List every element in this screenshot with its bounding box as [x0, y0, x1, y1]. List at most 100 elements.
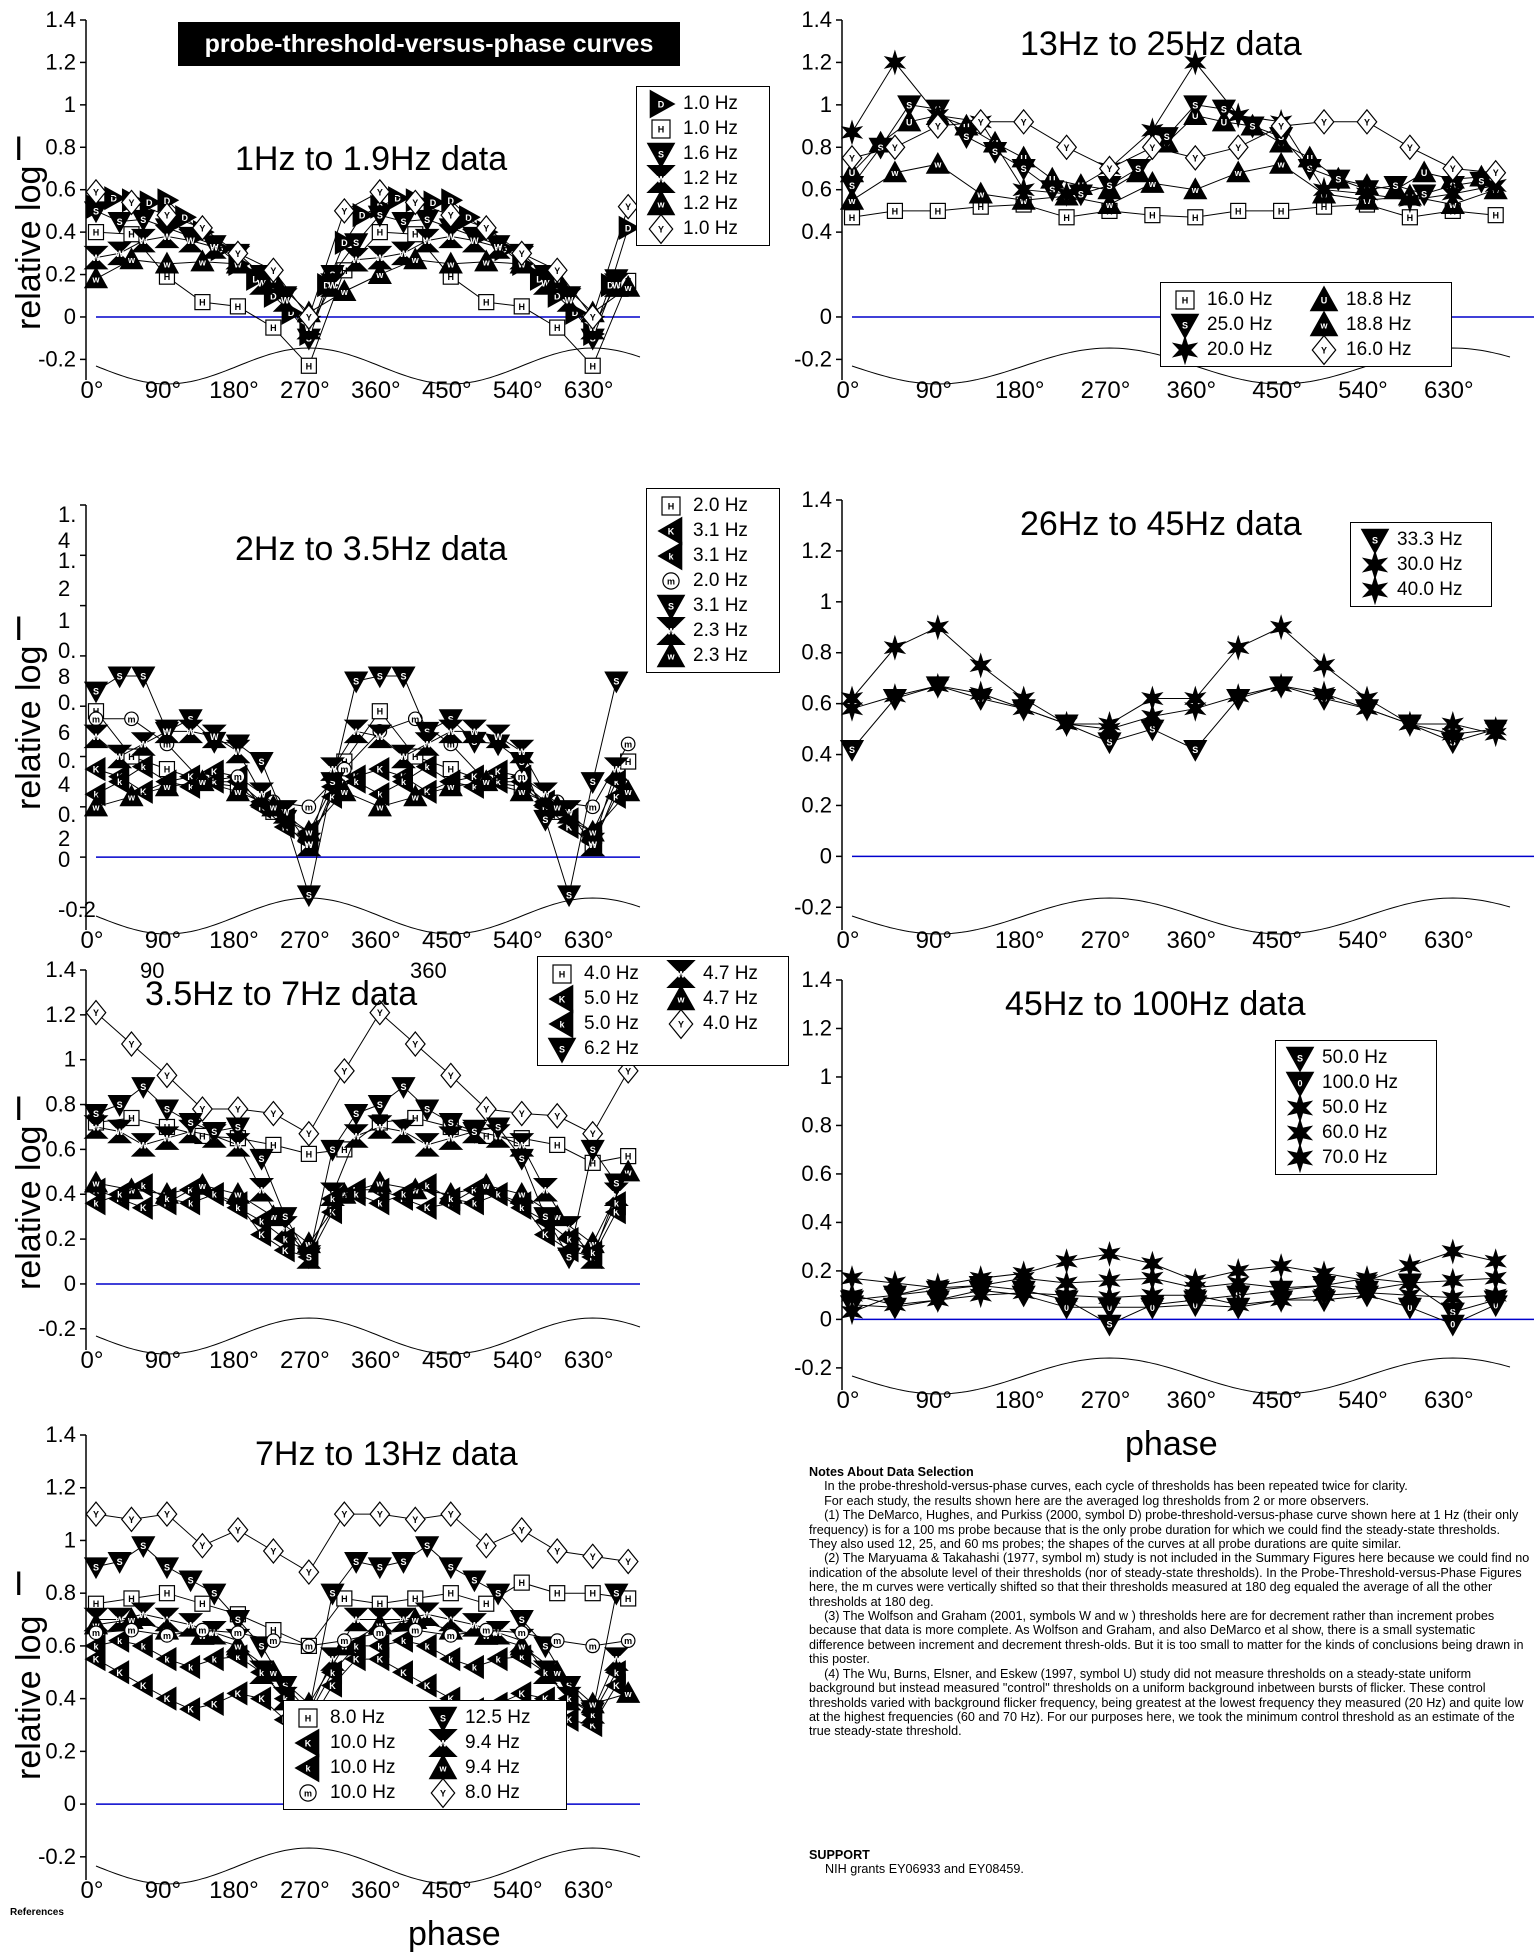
data-point: Y: [1056, 134, 1078, 161]
data-point: H: [1058, 209, 1075, 226]
svg-text:w: w: [553, 1212, 562, 1222]
legend-marker-icon: Y: [1310, 334, 1340, 365]
svg-text:k: k: [590, 1248, 596, 1258]
data-point: Y: [1313, 108, 1335, 135]
svg-text:K: K: [329, 1208, 336, 1218]
y-tick-label: 2: [58, 576, 70, 601]
svg-text:S: S: [117, 1100, 123, 1110]
svg-text:S: S: [542, 1212, 548, 1222]
data-point: w: [580, 1691, 605, 1714]
series-line: [95, 781, 629, 833]
chart-title: 3.5Hz to 7Hz data: [145, 975, 418, 1013]
svg-text:w: w: [517, 787, 526, 797]
svg-text:Y: Y: [849, 153, 855, 163]
legend-item: H 2.0 Hz: [657, 493, 769, 518]
svg-text:S: S: [330, 777, 336, 787]
svg-text:k: k: [567, 1694, 573, 1704]
svg-text:w: w: [438, 1763, 447, 1773]
svg-text:m: m: [553, 1636, 561, 1646]
svg-text:H: H: [93, 1599, 100, 1609]
svg-text:W: W: [352, 1615, 361, 1625]
y-axis-mark: I: [14, 1090, 24, 1128]
svg-text:S: S: [117, 1557, 123, 1567]
svg-text:k: k: [164, 1655, 170, 1665]
data-point: S: [438, 1112, 463, 1135]
chart-panel-45hz: 1.4 1.2 1 0.8 0.6 0.4 0.2 0 -0.2 0° 90° 180° 270° 360…: [790, 960, 1534, 1463]
svg-text:W: W: [667, 626, 676, 636]
svg-text:S: S: [164, 1562, 170, 1572]
svg-text:w: w: [375, 802, 384, 812]
svg-text:H: H: [554, 1589, 561, 1599]
svg-text:k: k: [448, 1194, 454, 1204]
series-line: [95, 1582, 629, 1647]
svg-text:m: m: [234, 1628, 242, 1638]
svg-text:w: w: [1277, 160, 1286, 170]
legend-marker-icon: [1286, 1117, 1316, 1148]
data-point: [1184, 49, 1207, 76]
svg-text:H: H: [518, 302, 525, 312]
svg-text:w: w: [624, 283, 633, 293]
data-point: m: [159, 1628, 175, 1643]
data-point: S: [225, 1610, 251, 1632]
svg-text:k: k: [377, 1641, 383, 1651]
data-point: w: [1140, 171, 1165, 193]
chart-panel-2hz: 1. 4 1. 2 1 0. 8 0. 6 0. 4 0. 2 0 -0.2 0° 90° 180° 270° 360…: [0, 480, 790, 983]
svg-text:W: W: [281, 807, 290, 817]
y-tick-label: 0.2: [801, 1258, 832, 1283]
svg-text:H: H: [306, 1149, 313, 1159]
svg-text:H: H: [554, 1140, 561, 1150]
series-30-0-Hz: [840, 672, 1507, 748]
svg-text:w: w: [198, 777, 207, 787]
data-point: Y: [404, 1031, 426, 1057]
y-axis-mark: I: [14, 610, 24, 648]
data-point: k: [202, 769, 224, 794]
svg-text:Y: Y: [519, 249, 525, 259]
svg-text:m: m: [127, 714, 135, 724]
data-point: m: [266, 1633, 281, 1648]
svg-text:W: W: [494, 1628, 503, 1638]
svg-text:Y: Y: [412, 198, 418, 208]
stimulus-sinusoid: [851, 897, 1511, 935]
data-point: [1398, 1282, 1422, 1309]
svg-text:Y: Y: [164, 1071, 170, 1081]
svg-text:0: 0: [1450, 1320, 1455, 1330]
data-point: W: [320, 757, 345, 781]
svg-text:D: D: [164, 196, 171, 206]
svg-text:W: W: [565, 807, 574, 817]
svg-text:D: D: [146, 198, 153, 208]
legend-item: K 10.0 Hz: [294, 1728, 421, 1757]
data-point: H: [442, 1585, 459, 1602]
svg-text:m: m: [589, 1641, 597, 1651]
svg-text:D: D: [448, 196, 455, 206]
data-point: W: [343, 719, 369, 744]
svg-text:k: k: [141, 1641, 147, 1651]
data-point: H: [1144, 207, 1161, 224]
data-point: W: [201, 724, 227, 749]
svg-text:m: m: [163, 739, 171, 749]
svg-text:Y: Y: [440, 1788, 446, 1798]
data-point: [840, 119, 864, 146]
data-point: k: [439, 1646, 461, 1672]
series-line: [95, 1513, 629, 1573]
svg-text:W: W: [447, 727, 456, 737]
svg-text:w: w: [1148, 179, 1157, 189]
notes-heading: Notes About Data Selection: [809, 1465, 974, 1479]
data-point: K: [368, 756, 390, 782]
data-point: W: [83, 1115, 109, 1139]
svg-text:S: S: [1478, 177, 1484, 187]
svg-text:W: W: [257, 790, 266, 800]
y-tick-label: 0.6: [801, 691, 832, 716]
x-tick-label: 630°: [564, 1877, 614, 1904]
data-point: S: [391, 666, 416, 689]
svg-text:w: w: [340, 787, 349, 797]
svg-text:Y: Y: [93, 1510, 99, 1520]
svg-text:m: m: [589, 802, 597, 812]
data-point: [1141, 1282, 1164, 1309]
data-point: S: [1240, 116, 1265, 139]
legend-marker-icon: H: [548, 962, 578, 986]
svg-text:k: k: [496, 777, 502, 787]
data-point: [1012, 1260, 1035, 1287]
svg-text:Y: Y: [235, 249, 241, 259]
legend-marker-icon: S: [428, 1706, 459, 1733]
x-tick-label: 0°: [81, 1347, 104, 1374]
